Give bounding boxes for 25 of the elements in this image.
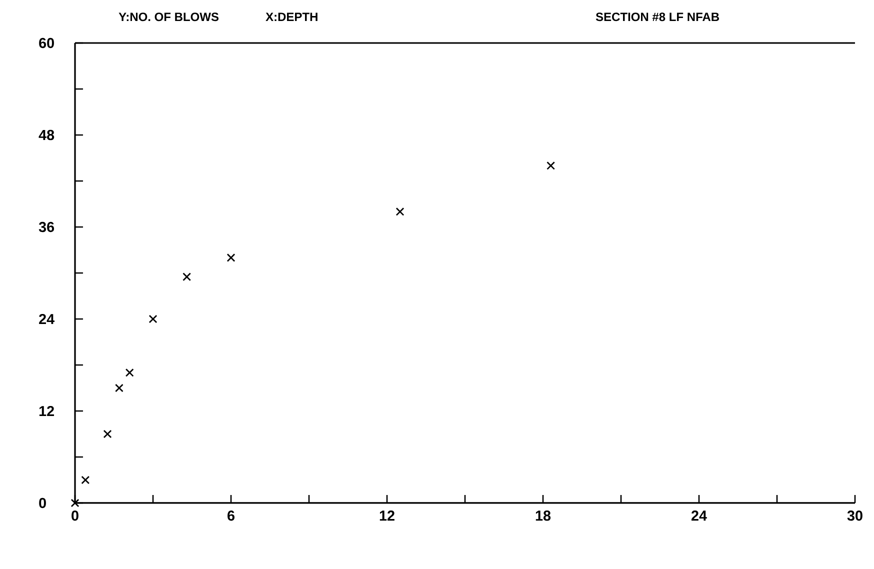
y-tick-label: 60 bbox=[39, 38, 54, 48]
point bbox=[396, 207, 404, 216]
y-tick-label: 48 bbox=[38, 130, 54, 140]
y-tick-label: 0 bbox=[39, 498, 46, 508]
y-tick-label: 36 bbox=[38, 222, 54, 232]
x-tick-label: 30 bbox=[847, 510, 862, 521]
x-tick-label: 12 bbox=[380, 510, 394, 521]
y-tick-label: 24 bbox=[39, 314, 54, 324]
y-axis-title: Y:NO. OF BLOWS bbox=[118, 12, 219, 22]
x-tick-label: 0 bbox=[72, 510, 78, 521]
y-tick-label: 12 bbox=[39, 406, 54, 416]
x-tick-label: 6 bbox=[228, 510, 234, 521]
x-axis-title: X:DEPTH bbox=[266, 12, 318, 21]
point bbox=[81, 476, 90, 484]
point bbox=[226, 253, 236, 262]
point bbox=[546, 161, 556, 170]
point bbox=[182, 272, 192, 282]
point bbox=[103, 430, 112, 438]
point bbox=[114, 384, 124, 392]
point bbox=[148, 314, 158, 324]
chart-title: SECTION #8 LF NFAB bbox=[596, 12, 720, 22]
point bbox=[70, 498, 80, 508]
point bbox=[125, 368, 134, 377]
x-tick-label: 18 bbox=[536, 510, 551, 521]
x-tick-label: 24 bbox=[691, 510, 707, 521]
